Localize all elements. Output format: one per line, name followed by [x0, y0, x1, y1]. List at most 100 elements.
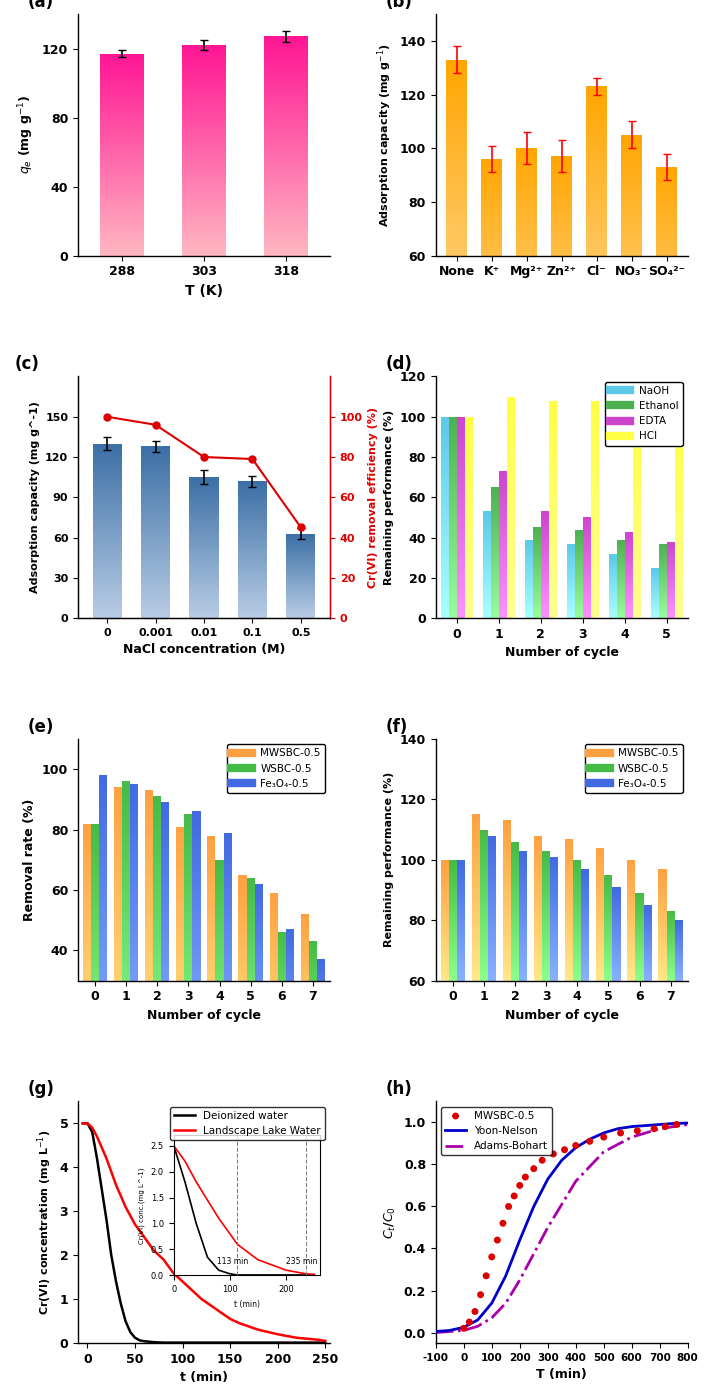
Bar: [480, 914, 488, 915]
Bar: [114, 821, 122, 824]
Bar: [130, 999, 138, 1002]
Bar: [507, 463, 515, 466]
Landscape Lake Water: [226, 1311, 235, 1328]
Bar: [238, 963, 247, 965]
Bar: [145, 972, 153, 975]
Bar: [216, 968, 223, 970]
Bar: [99, 790, 107, 793]
Bar: [130, 856, 138, 859]
Bar: [507, 410, 515, 413]
Bar: [264, 125, 308, 126]
Bar: [301, 937, 309, 939]
Bar: [182, 90, 226, 91]
Bar: [621, 392, 642, 395]
Bar: [182, 148, 226, 150]
Bar: [264, 126, 308, 127]
Bar: [472, 932, 480, 935]
Bar: [481, 231, 502, 232]
Bar: [162, 996, 169, 999]
Bar: [446, 414, 467, 417]
Bar: [632, 509, 641, 512]
Bar: [91, 890, 99, 893]
Bar: [264, 74, 308, 76]
Yoon-Nelson: [445, 1322, 454, 1339]
Bar: [153, 956, 162, 958]
Bar: [446, 91, 467, 92]
Bar: [91, 866, 99, 869]
Bar: [498, 534, 507, 536]
Bar: [91, 970, 99, 972]
Bar: [480, 898, 488, 900]
Bar: [552, 245, 572, 246]
Bar: [264, 143, 308, 144]
Bar: [675, 582, 683, 583]
Bar: [208, 1051, 216, 1052]
Bar: [441, 541, 449, 544]
Bar: [238, 967, 247, 970]
Bar: [534, 961, 542, 963]
Bar: [507, 460, 515, 463]
Bar: [498, 568, 507, 569]
Bar: [481, 400, 502, 402]
Bar: [498, 473, 507, 474]
Bar: [269, 1046, 278, 1048]
Bar: [446, 281, 467, 284]
Bar: [91, 912, 99, 915]
Bar: [534, 890, 542, 891]
Y-axis label: Remaining performance (%): Remaining performance (%): [384, 772, 394, 947]
Bar: [480, 848, 488, 849]
Bar: [591, 400, 598, 403]
Bar: [507, 616, 515, 618]
Bar: [552, 379, 572, 381]
Bar: [184, 866, 192, 869]
Bar: [99, 1065, 107, 1069]
Bar: [301, 961, 309, 963]
Bar: [269, 989, 278, 990]
Bar: [457, 574, 464, 576]
Bar: [83, 911, 91, 912]
Bar: [552, 294, 572, 295]
Bar: [153, 859, 162, 862]
Bar: [549, 592, 557, 595]
Bar: [153, 1024, 162, 1027]
Bar: [269, 981, 278, 982]
Bar: [657, 220, 677, 222]
Bar: [130, 944, 138, 947]
Bar: [534, 922, 542, 923]
Bar: [153, 1007, 162, 1010]
Bar: [586, 399, 607, 402]
Bar: [286, 1030, 294, 1031]
Bar: [565, 947, 574, 949]
Bar: [182, 94, 226, 95]
Bar: [446, 410, 467, 411]
Bar: [441, 481, 449, 483]
Bar: [223, 995, 232, 997]
Bar: [591, 525, 598, 527]
Bar: [534, 956, 542, 957]
Bar: [449, 540, 457, 541]
Bar: [449, 532, 457, 533]
Bar: [657, 339, 677, 340]
Bar: [99, 783, 107, 788]
Bar: [264, 214, 308, 217]
Bar: [114, 893, 122, 895]
Bar: [182, 232, 226, 234]
Bar: [182, 249, 226, 250]
Bar: [247, 881, 255, 884]
Bar: [488, 846, 496, 848]
Bar: [91, 937, 99, 940]
Bar: [507, 523, 515, 525]
Landscape Lake Water: [140, 1230, 149, 1247]
Bar: [507, 487, 515, 490]
Bar: [223, 835, 232, 838]
Bar: [223, 944, 232, 947]
Bar: [488, 926, 496, 928]
Bar: [516, 343, 537, 346]
Bar: [591, 599, 598, 600]
Bar: [301, 1039, 309, 1041]
Bar: [247, 957, 255, 960]
Bar: [130, 810, 138, 813]
Bar: [208, 883, 216, 886]
X-axis label: Number of cycle: Number of cycle: [505, 1009, 619, 1021]
Bar: [99, 902, 107, 905]
